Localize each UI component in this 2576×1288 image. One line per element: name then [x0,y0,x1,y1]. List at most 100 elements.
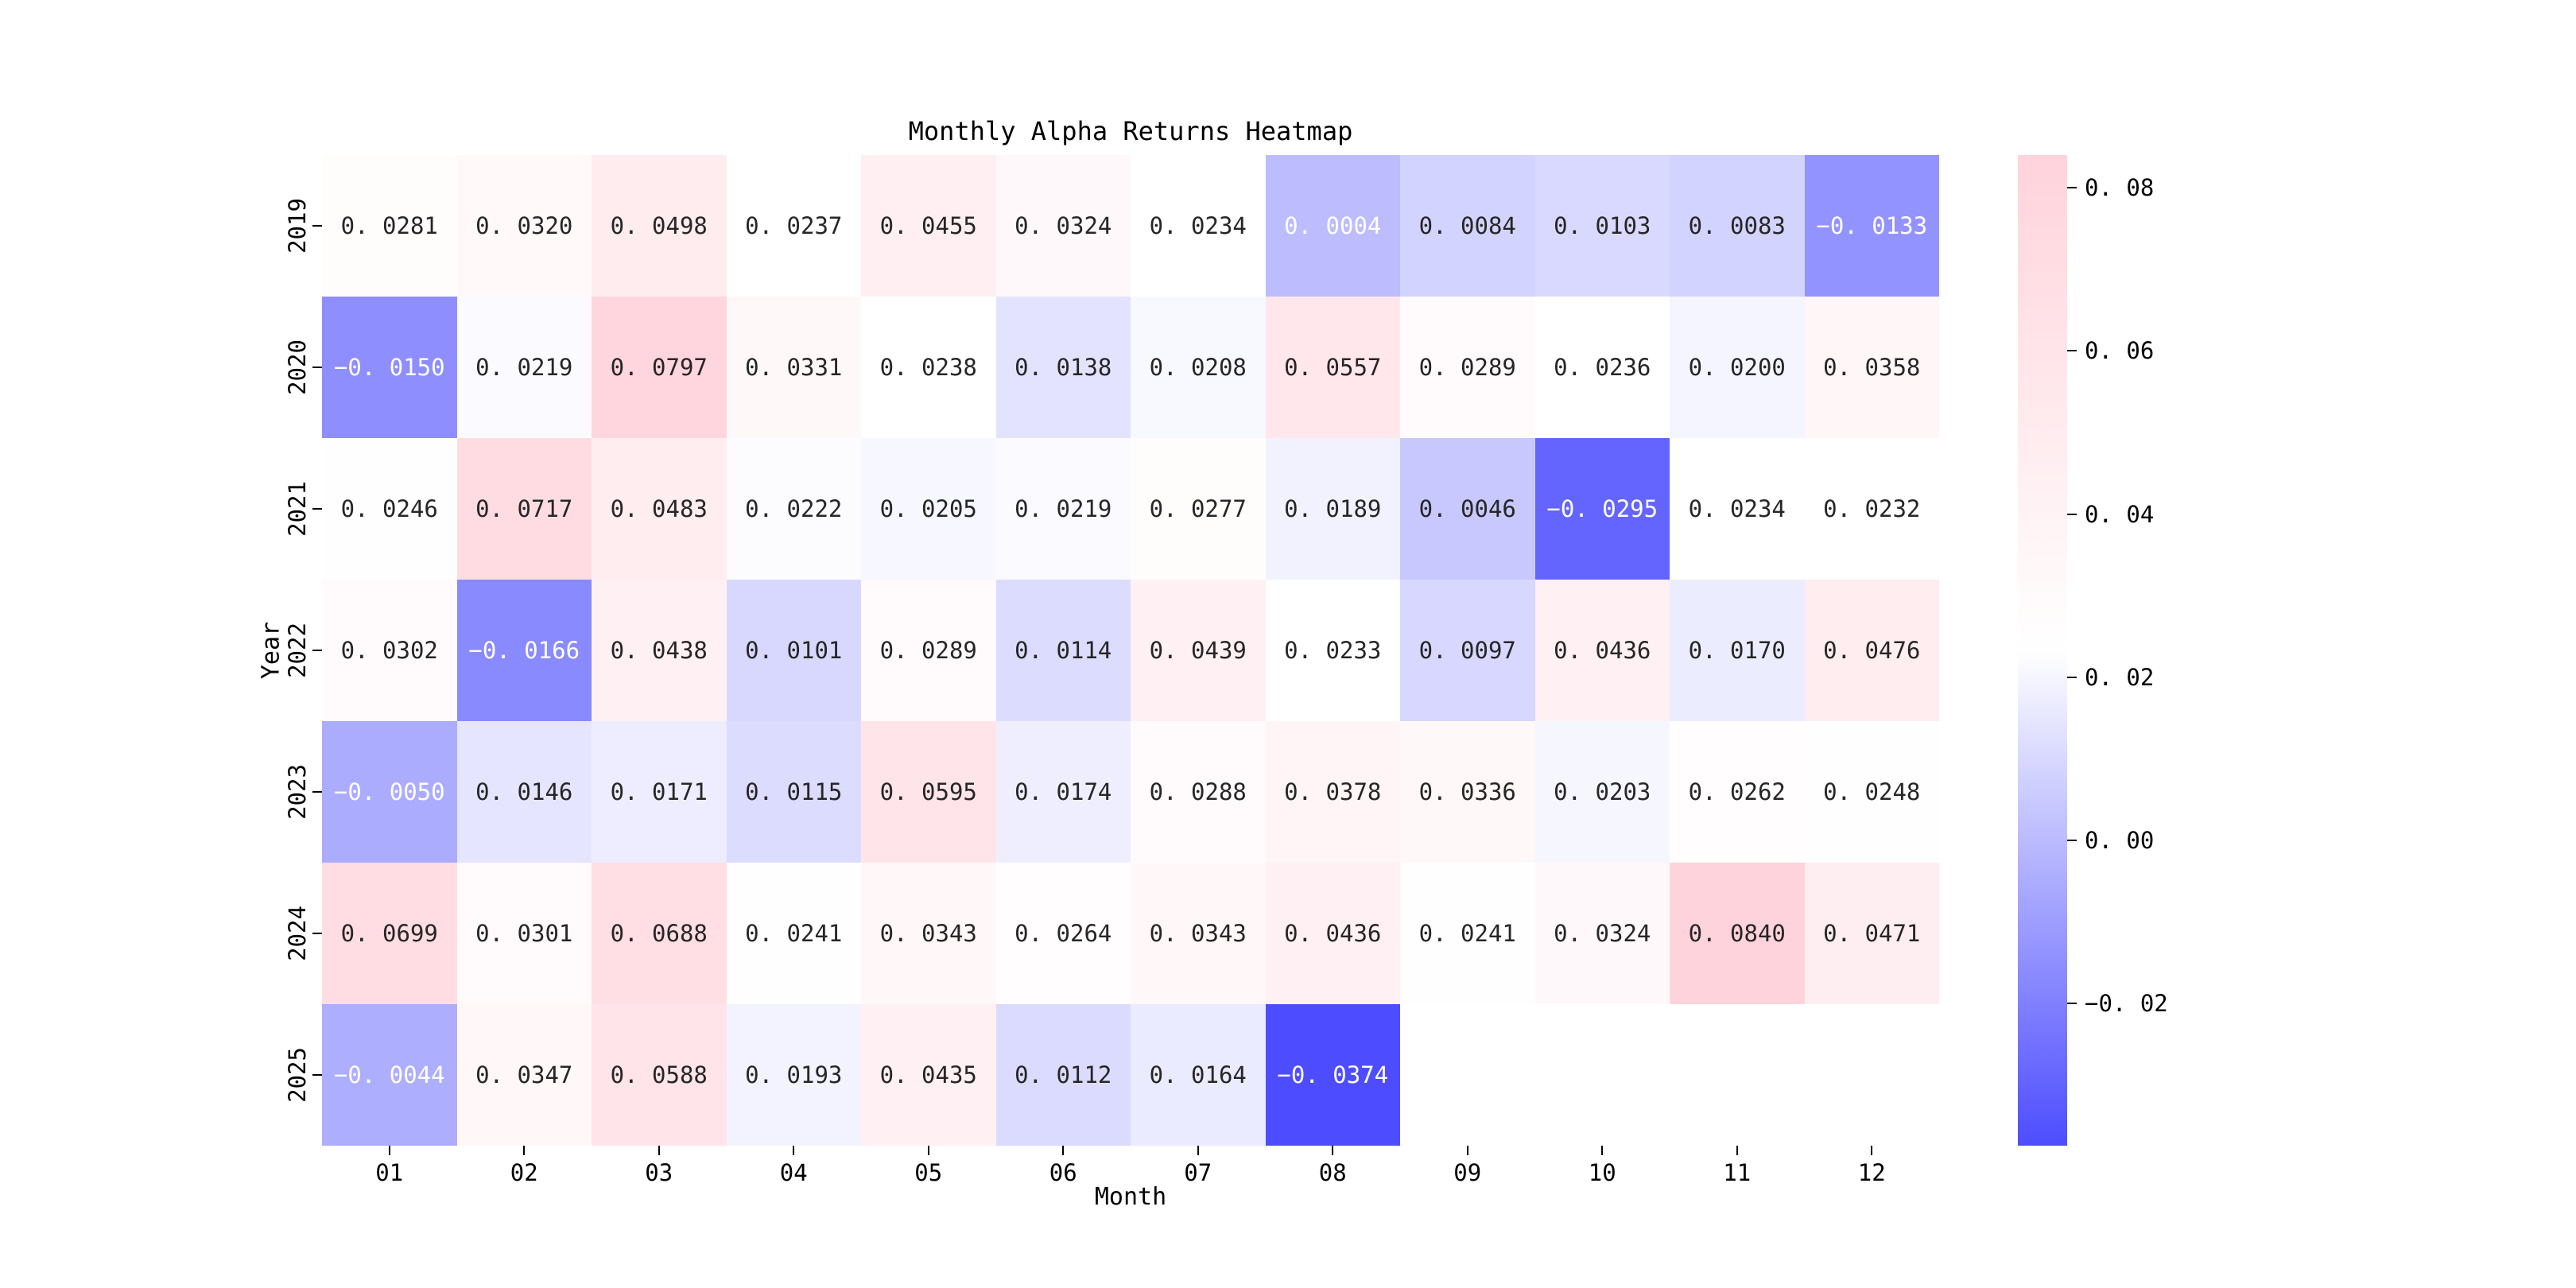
x-axis-tick-label: 06 [1049,1159,1077,1186]
heatmap-cell: 0. 0174 [995,721,1131,863]
x-axis-tick-mark [1736,1146,1738,1155]
heatmap-cell: 0. 0238 [861,297,996,438]
heatmap-cell: −0. 0295 [1534,438,1670,580]
x-axis-tick-mark [1601,1146,1604,1155]
colorbar-tick-label: 0. 04 [2085,500,2155,528]
y-axis-tick-label: 2019 [284,198,311,254]
heatmap-cell: 0. 0435 [861,1004,996,1146]
heatmap-cell: −0. 0150 [322,297,457,438]
x-axis-title: Month [1094,1183,1167,1211]
heatmap-cell: 0. 0103 [1534,155,1670,297]
y-axis-tick-label: 2022 [284,623,311,678]
y-axis-tick-label: 2023 [284,764,311,820]
heatmap-cell: −0. 0133 [1804,155,1939,297]
heatmap-cell: 0. 0595 [861,721,996,863]
heatmap-cell: 0. 0288 [1131,721,1266,863]
heatmap-cell: 0. 0193 [726,1004,861,1146]
heatmap-grid: 0. 0281 0. 0320 0. 0498 0. 0237 0. 0455 0. 03… [322,155,1939,1146]
heatmap-cell: 0. 0138 [995,297,1131,438]
heatmap-cell: 0. 0483 [592,438,727,580]
heatmap-cell: 0. 0262 [1670,721,1805,863]
y-axis-tick-mark [312,367,322,368]
heatmap-cell: 0. 0241 [1400,863,1535,1004]
heatmap-cell: 0. 0436 [1534,580,1670,721]
heatmap-cell: 0. 0233 [1265,580,1400,721]
x-axis-tick-mark [388,1146,390,1155]
heatmap-cell: 0. 0234 [1670,438,1805,580]
heatmap-cell: 0. 0476 [1804,580,1939,721]
heatmap-cell: 0. 0084 [1400,155,1535,297]
heatmap-cell: 0. 0203 [1534,721,1670,863]
heatmap-cell [1670,1004,1805,1146]
heatmap-cell: 0. 0115 [726,721,861,863]
y-axis-tick-label: 2024 [284,906,311,961]
y-axis-tick-mark [312,791,322,793]
heatmap-cell: 0. 0320 [456,155,592,297]
heatmap-cell: 0. 0146 [456,721,592,863]
heatmap-cell: 0. 0436 [1265,863,1400,1004]
heatmap-cell: 0. 0343 [1131,863,1266,1004]
heatmap-cell: 0. 0688 [592,863,727,1004]
colorbar-tick-label: 0. 02 [2085,663,2155,691]
x-axis-tick-label: 12 [1857,1159,1886,1186]
heatmap-cell: 0. 0455 [861,155,996,297]
x-axis-tick-label: 08 [1318,1159,1347,1186]
heatmap-cell: 0. 0347 [456,1004,592,1146]
heatmap-cell: 0. 0234 [1131,155,1266,297]
colorbar-tick-mark [2067,1003,2077,1005]
x-axis-tick-label: 07 [1184,1159,1212,1186]
heatmap-cell: 0. 0241 [726,863,861,1004]
heatmap-cell: 0. 0246 [322,438,457,580]
heatmap-cell [1400,1004,1535,1146]
heatmap-cell: 0. 0171 [592,721,727,863]
x-axis-tick-label: 02 [510,1159,538,1186]
x-axis-tick-label: 09 [1453,1159,1482,1186]
heatmap-cell: 0. 0222 [726,438,861,580]
x-axis-tick-mark [927,1146,929,1155]
chart-title: Monthly Alpha Returns Heatmap [908,116,1353,146]
heatmap-cell: 0. 0717 [456,438,592,580]
y-axis-tick-mark [312,225,322,227]
heatmap-cell: 0. 0324 [995,155,1131,297]
heatmap-cell: 0. 0438 [592,580,727,721]
y-axis-title: Year [257,621,285,680]
x-axis-tick-mark [793,1146,795,1155]
x-axis-tick-mark [1871,1146,1873,1155]
x-axis-tick-label: 04 [779,1159,808,1186]
heatmap-cell: 0. 0557 [1265,297,1400,438]
heatmap-cell: −0. 0050 [322,721,457,863]
heatmap-cell [1535,1004,1670,1146]
heatmap-cell: 0. 0471 [1804,863,1939,1004]
colorbar-tick-mark [2067,350,2077,352]
heatmap-cell: 0. 0699 [322,863,457,1004]
heatmap-cell: 0. 0331 [726,297,861,438]
colorbar-tick-label: 0. 06 [2085,337,2155,365]
heatmap-cell: 0. 0336 [1400,721,1535,863]
heatmap-cell: 0. 0281 [322,155,457,297]
heatmap-cell: −0. 0044 [322,1004,457,1146]
heatmap-cell: −0. 0166 [456,580,592,721]
colorbar-tick-mark [2067,513,2077,515]
heatmap-cell: 0. 0046 [1400,438,1535,580]
x-axis-tick-label: 10 [1588,1159,1616,1186]
heatmap-cell: 0. 0324 [1534,863,1670,1004]
colorbar-tick-mark [2067,840,2077,842]
colorbar-tick-mark [2067,187,2077,189]
heatmap-cell: 0. 0343 [861,863,996,1004]
x-axis-tick-label: 03 [645,1159,673,1186]
colorbar-tick-label: 0. 08 [2085,174,2155,202]
colorbar-tick-label: 0. 00 [2085,827,2155,855]
x-axis-tick-label: 05 [914,1159,943,1186]
heatmap-cell [1805,1004,1940,1146]
heatmap-cell: 0. 0248 [1804,721,1939,863]
heatmap-cell: 0. 0200 [1670,297,1805,438]
heatmap-cell: 0. 0264 [995,863,1131,1004]
heatmap-cell: 0. 0588 [592,1004,727,1146]
colorbar-tick-label: −0. 02 [2085,990,2168,1018]
heatmap-cell: 0. 0189 [1265,438,1400,580]
heatmap-cell: 0. 0114 [995,580,1131,721]
heatmap-cell: 0. 0498 [592,155,727,297]
heatmap-cell: 0. 0004 [1265,155,1400,297]
y-axis-tick-mark [312,508,322,510]
